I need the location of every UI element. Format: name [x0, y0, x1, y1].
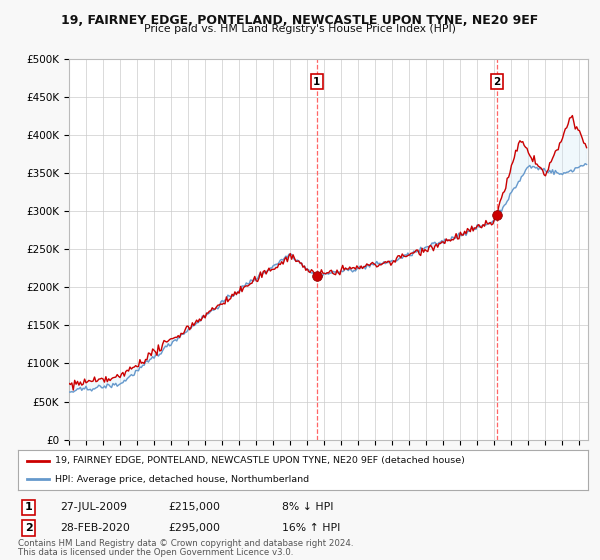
- Text: 28-FEB-2020: 28-FEB-2020: [60, 523, 130, 533]
- Text: Contains HM Land Registry data © Crown copyright and database right 2024.: Contains HM Land Registry data © Crown c…: [18, 539, 353, 548]
- Text: HPI: Average price, detached house, Northumberland: HPI: Average price, detached house, Nort…: [55, 475, 309, 484]
- Text: £295,000: £295,000: [168, 523, 220, 533]
- Text: 16% ↑ HPI: 16% ↑ HPI: [282, 523, 340, 533]
- Text: 19, FAIRNEY EDGE, PONTELAND, NEWCASTLE UPON TYNE, NE20 9EF: 19, FAIRNEY EDGE, PONTELAND, NEWCASTLE U…: [61, 14, 539, 27]
- Text: £215,000: £215,000: [168, 502, 220, 512]
- Text: 19, FAIRNEY EDGE, PONTELAND, NEWCASTLE UPON TYNE, NE20 9EF (detached house): 19, FAIRNEY EDGE, PONTELAND, NEWCASTLE U…: [55, 456, 465, 465]
- Text: Price paid vs. HM Land Registry's House Price Index (HPI): Price paid vs. HM Land Registry's House …: [144, 24, 456, 34]
- Text: 8% ↓ HPI: 8% ↓ HPI: [282, 502, 334, 512]
- Text: 1: 1: [313, 77, 320, 87]
- Text: 1: 1: [25, 502, 32, 512]
- Text: This data is licensed under the Open Government Licence v3.0.: This data is licensed under the Open Gov…: [18, 548, 293, 557]
- Text: 2: 2: [25, 523, 32, 533]
- Text: 27-JUL-2009: 27-JUL-2009: [60, 502, 127, 512]
- Text: 2: 2: [494, 77, 501, 87]
